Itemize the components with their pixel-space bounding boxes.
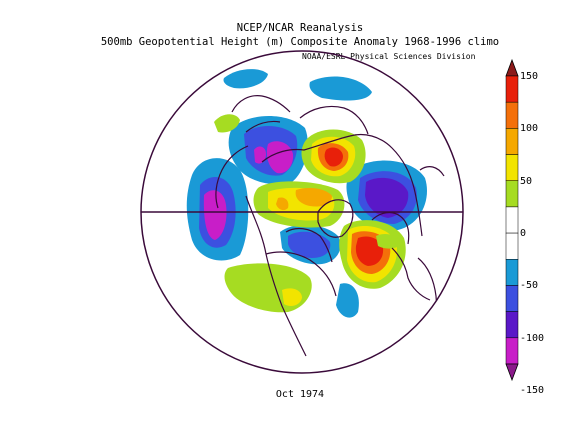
colorbar-swatch — [505, 128, 519, 155]
anomaly-high-greenland — [253, 181, 345, 228]
colorbar-swatch — [505, 101, 519, 129]
coastline-asia-east — [215, 95, 291, 209]
credit-label: NOAA/ESRL Physical Sciences Division — [302, 52, 476, 61]
colorbar-swatch — [505, 311, 519, 339]
map-date: Oct 1974 — [275, 389, 325, 400]
anomaly-low-north-pacific — [228, 116, 308, 185]
coastlines — [215, 95, 445, 357]
anomaly-high-siberia — [301, 129, 366, 184]
colorbar-tick-label: 50 — [520, 175, 533, 187]
coastline-europe — [371, 166, 445, 301]
anomaly-low-west-pacific — [186, 158, 249, 261]
anomaly-low-europe — [346, 160, 427, 231]
colorbar-swatch — [505, 232, 519, 260]
colorbar-swatch — [505, 154, 519, 181]
colorbar-top-arrow — [505, 58, 519, 77]
anomaly-low-asia — [223, 69, 268, 89]
map-title: NCEP/NCAR Reanalysis — [236, 22, 364, 34]
colorbar-swatch — [505, 180, 519, 208]
anomaly-low-canada — [280, 224, 341, 265]
colorbar-swatch — [505, 285, 519, 312]
coastline-north-america — [245, 195, 337, 357]
colorbar-tick-label: 100 — [520, 123, 539, 135]
colorbar-swatch — [505, 75, 519, 103]
anomaly-high-north-america — [224, 263, 312, 313]
colorbar-swatch — [505, 337, 519, 365]
anomaly-field — [186, 69, 427, 318]
anomaly-high-north-atlantic — [339, 220, 406, 289]
coastline-greenland — [317, 199, 354, 238]
colorbar-tick-label: -100 — [520, 332, 545, 344]
anomaly-low-atlantic — [336, 283, 359, 318]
colorbar-bottom-arrow — [505, 363, 519, 382]
coastline-eurasia — [245, 105, 423, 237]
map-boundary — [140, 50, 464, 374]
colorbar-swatch — [505, 206, 519, 234]
colorbar-swatch — [505, 259, 519, 286]
colorbar-tick-label: -150 — [520, 385, 545, 397]
anomaly-high-mediterranean — [376, 234, 402, 249]
colorbar-tick-label: 0 — [520, 228, 527, 240]
anomaly-high-aleutian — [214, 114, 240, 133]
colorbar — [505, 58, 519, 382]
map-subtitle: 500mb Geopotential Height (m) Composite … — [100, 36, 500, 48]
colorbar-tick-label: 150 — [520, 71, 539, 82]
coastline-africa — [417, 257, 438, 345]
colorbar-tick-label: -50 — [520, 280, 539, 292]
anomaly-low-arctic — [309, 76, 372, 101]
